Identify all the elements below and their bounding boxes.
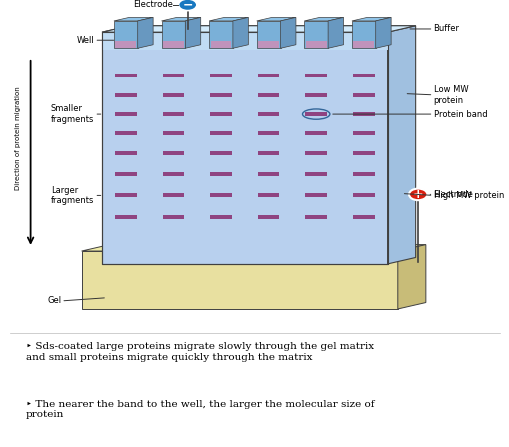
Polygon shape [162, 131, 184, 135]
Polygon shape [256, 21, 280, 48]
Polygon shape [352, 215, 374, 219]
Polygon shape [387, 26, 415, 264]
Polygon shape [258, 172, 279, 176]
Polygon shape [353, 41, 374, 48]
Polygon shape [162, 172, 184, 176]
Polygon shape [397, 245, 425, 309]
Text: Low MW
protein: Low MW protein [433, 85, 467, 105]
Polygon shape [210, 41, 231, 48]
Polygon shape [258, 151, 279, 155]
Polygon shape [137, 17, 153, 48]
Polygon shape [185, 17, 201, 48]
Polygon shape [375, 17, 390, 48]
Polygon shape [305, 151, 326, 155]
Polygon shape [102, 26, 415, 32]
Polygon shape [115, 194, 136, 198]
Polygon shape [210, 194, 231, 198]
Polygon shape [210, 112, 231, 116]
Polygon shape [305, 215, 326, 219]
Text: Electrode: Electrode [433, 190, 472, 199]
Polygon shape [352, 131, 374, 135]
Polygon shape [304, 21, 327, 48]
Polygon shape [233, 17, 248, 48]
Polygon shape [210, 93, 231, 97]
Text: ‣ Sds-coated large proteins migrate slowly through the gel matrix
and small prot: ‣ Sds-coated large proteins migrate slow… [25, 342, 373, 362]
Polygon shape [352, 112, 374, 116]
Polygon shape [102, 26, 415, 32]
Polygon shape [162, 215, 184, 219]
Polygon shape [162, 93, 184, 97]
Polygon shape [210, 131, 231, 135]
Polygon shape [210, 215, 231, 219]
Polygon shape [258, 194, 279, 198]
Polygon shape [351, 17, 390, 21]
Polygon shape [258, 215, 279, 219]
Polygon shape [258, 41, 278, 48]
Text: +: + [412, 188, 422, 201]
Polygon shape [102, 32, 387, 264]
Polygon shape [305, 74, 326, 77]
Polygon shape [115, 112, 136, 116]
Polygon shape [102, 32, 387, 50]
Polygon shape [81, 245, 425, 251]
Polygon shape [114, 21, 137, 48]
Polygon shape [352, 151, 374, 155]
Polygon shape [115, 215, 136, 219]
Polygon shape [352, 194, 374, 198]
Circle shape [408, 189, 427, 200]
Polygon shape [305, 93, 326, 97]
Text: Direction of protein migration: Direction of protein migration [15, 87, 21, 190]
Polygon shape [305, 172, 326, 176]
Polygon shape [258, 74, 279, 77]
Polygon shape [209, 17, 248, 21]
Polygon shape [162, 112, 184, 116]
Polygon shape [115, 151, 136, 155]
Text: −: − [182, 0, 192, 11]
Polygon shape [351, 21, 375, 48]
Polygon shape [327, 17, 343, 48]
Polygon shape [280, 17, 295, 48]
Text: Larger
fragments: Larger fragments [51, 186, 94, 205]
Text: Well: Well [76, 36, 94, 45]
Polygon shape [305, 112, 326, 116]
Polygon shape [258, 112, 279, 116]
Polygon shape [304, 17, 343, 21]
Polygon shape [162, 151, 184, 155]
Polygon shape [81, 251, 397, 309]
Polygon shape [162, 194, 184, 198]
Text: Protein band: Protein band [433, 110, 486, 118]
Polygon shape [114, 17, 153, 21]
Polygon shape [161, 21, 185, 48]
Polygon shape [161, 17, 201, 21]
Polygon shape [352, 93, 374, 97]
Polygon shape [115, 131, 136, 135]
Polygon shape [305, 131, 326, 135]
Circle shape [178, 0, 196, 11]
Polygon shape [115, 74, 136, 77]
Polygon shape [352, 172, 374, 176]
Text: ‣ The nearer the band to the well, the larger the molecular size of
protein: ‣ The nearer the band to the well, the l… [25, 400, 373, 419]
Polygon shape [163, 41, 183, 48]
Polygon shape [209, 21, 233, 48]
Text: High MW protein: High MW protein [433, 191, 503, 200]
Polygon shape [256, 17, 295, 21]
Polygon shape [258, 93, 279, 97]
Polygon shape [162, 74, 184, 77]
Polygon shape [210, 151, 231, 155]
Polygon shape [210, 74, 231, 77]
Polygon shape [210, 172, 231, 176]
Polygon shape [258, 131, 279, 135]
Polygon shape [115, 93, 136, 97]
Polygon shape [115, 172, 136, 176]
Text: Electrode: Electrode [133, 0, 173, 9]
Text: Gel: Gel [47, 296, 61, 305]
Polygon shape [115, 41, 136, 48]
Polygon shape [305, 41, 326, 48]
Text: Smaller
fragments: Smaller fragments [51, 105, 94, 124]
Polygon shape [352, 74, 374, 77]
Text: Buffer: Buffer [433, 25, 459, 34]
Polygon shape [305, 194, 326, 198]
